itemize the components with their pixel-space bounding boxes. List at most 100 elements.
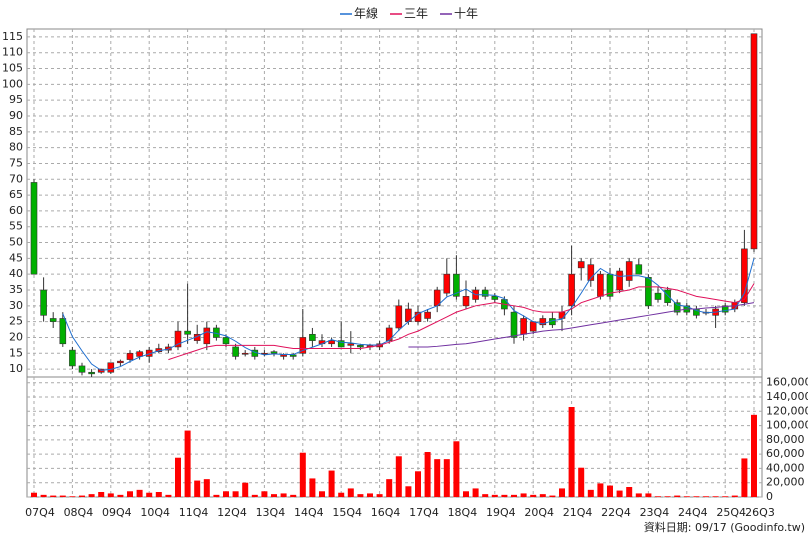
candle-body — [424, 311, 431, 319]
candle-body — [184, 330, 191, 335]
candle-body — [30, 182, 38, 275]
y-tick-label: 20 — [9, 330, 23, 343]
volume-bar — [79, 495, 85, 497]
x-tick-label: 08Q4 — [64, 506, 94, 519]
candle-body — [414, 311, 422, 322]
candle-body — [299, 337, 307, 354]
volume-bar — [453, 441, 460, 497]
volume-bar — [712, 496, 719, 497]
volume-bar — [597, 483, 604, 497]
volume-bar — [683, 496, 690, 497]
volume-bar — [203, 479, 210, 497]
volume-bar — [155, 492, 162, 497]
volume-bar — [31, 492, 37, 497]
y-tick-label: 60 — [9, 204, 23, 217]
candle-body — [481, 289, 489, 297]
candle-body — [510, 311, 518, 338]
candle-body — [587, 264, 595, 281]
candle-body — [558, 311, 566, 319]
candle-body — [174, 330, 182, 348]
volume-bar — [472, 488, 479, 497]
candle-body — [222, 337, 230, 345]
volume-bar — [309, 478, 316, 497]
volume-bar — [328, 470, 335, 497]
volume-bar — [664, 496, 671, 497]
volume-bar — [367, 493, 373, 497]
volume-bar — [731, 495, 738, 497]
x-tick-label: 15Q4 — [332, 506, 362, 519]
y2-tick-label: 40,000 — [766, 461, 805, 474]
volume-bar — [261, 491, 268, 497]
y-tick-label: 15 — [9, 346, 23, 359]
y-tick-label: 80 — [9, 141, 23, 154]
candle-body — [597, 273, 604, 297]
x-tick-label: 26Q3 — [745, 506, 775, 519]
volume-bar — [338, 492, 345, 497]
legend-label: 十年 — [454, 7, 478, 21]
volume-bar — [117, 494, 124, 497]
volume-bar — [299, 452, 306, 497]
volume-bar — [655, 496, 661, 497]
candle-body — [280, 354, 287, 357]
y-tick-label: 95 — [9, 93, 23, 106]
volume-bar — [693, 496, 700, 497]
y-tick-label: 40 — [9, 267, 23, 280]
candle-body — [529, 321, 537, 332]
candle-body — [59, 318, 67, 345]
candle-body — [577, 261, 585, 269]
x-tick-label: 25Q4 — [716, 506, 746, 519]
candle-body — [347, 343, 355, 346]
volume-bar — [626, 487, 633, 497]
x-tick-label: 14Q4 — [294, 506, 324, 519]
candle-body — [750, 33, 758, 250]
volume-bar — [136, 489, 143, 497]
y-tick-label: 45 — [9, 251, 23, 264]
candle-body — [203, 327, 211, 345]
volume-bar — [520, 493, 527, 497]
candle-body — [107, 362, 115, 373]
volume-bar — [184, 430, 191, 497]
candle-body — [491, 296, 499, 300]
candle-body — [270, 351, 278, 354]
volume-bar — [616, 490, 623, 497]
volume-bar — [165, 494, 172, 497]
volume-bar — [290, 494, 297, 497]
candle-body — [309, 333, 316, 341]
volume-bar — [251, 494, 258, 497]
ma-line — [168, 283, 755, 361]
volume-bar — [88, 494, 95, 497]
volume-bar — [443, 459, 450, 497]
y2-tick-label: 140,000 — [766, 390, 808, 403]
volume-bar — [223, 491, 229, 497]
candle-body — [453, 273, 460, 297]
volume-bar — [530, 494, 537, 497]
volume-bar — [319, 491, 325, 497]
candle-body — [328, 340, 335, 345]
y2-tick-label: 120,000 — [766, 404, 808, 417]
volume-bar — [703, 496, 709, 497]
volume-bar — [213, 494, 220, 497]
candle-body — [664, 289, 671, 303]
volume-bar — [175, 457, 181, 497]
volume-bar — [501, 494, 508, 497]
volume-bar — [40, 494, 47, 497]
y-tick-label: 70 — [9, 172, 23, 185]
x-tick-label: 23Q4 — [640, 506, 670, 519]
candle-body — [289, 354, 297, 357]
volume-bar — [549, 495, 556, 497]
y2-tick-label: 60,000 — [766, 447, 805, 460]
volume-bar — [415, 471, 421, 497]
candle-body — [117, 360, 124, 364]
volume-bar — [511, 494, 517, 497]
candle-body — [568, 273, 575, 307]
y2-tick-label: 160,000 — [766, 376, 808, 389]
volume-bar — [98, 492, 105, 497]
legend-label: 年線 — [354, 6, 378, 21]
volume-bar — [242, 482, 249, 497]
volume-bar — [491, 494, 498, 497]
volume-bar — [127, 491, 133, 497]
volume-bar — [194, 480, 201, 497]
volume-bar — [741, 458, 748, 497]
y-tick-label: 25 — [9, 315, 23, 328]
